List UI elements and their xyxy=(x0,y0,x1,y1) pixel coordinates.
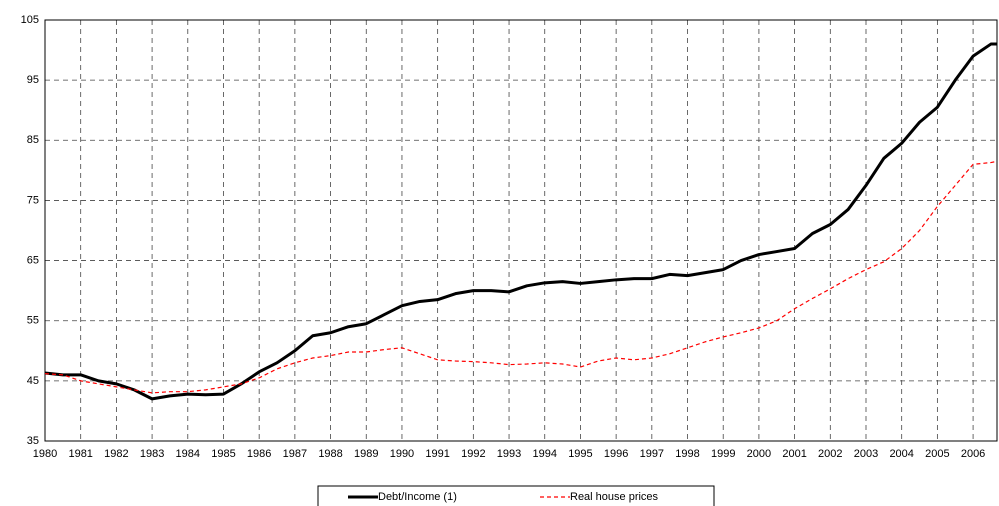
x-tick-label: 2003 xyxy=(854,448,878,460)
x-tick-label: 2001 xyxy=(782,448,806,460)
x-tick-label: 1994 xyxy=(532,448,556,460)
x-tick-label: 1983 xyxy=(140,448,164,460)
x-tick-label: 1999 xyxy=(711,448,735,460)
x-tick-label: 1993 xyxy=(497,448,521,460)
x-tick-label: 1980 xyxy=(33,448,57,460)
x-tick-label: 1982 xyxy=(104,448,128,460)
x-tick-label: 1989 xyxy=(354,448,378,460)
x-tick-label: 2006 xyxy=(961,448,985,460)
y-tick-label: 55 xyxy=(27,315,39,327)
x-tick-label: 1992 xyxy=(461,448,485,460)
legend-label: Debt/Income (1) xyxy=(378,491,457,503)
legend-label: Real house prices xyxy=(570,491,659,503)
x-tick-label: 2002 xyxy=(818,448,842,460)
x-tick-label: 2000 xyxy=(747,448,771,460)
x-tick-label: 1997 xyxy=(640,448,664,460)
x-tick-label: 1985 xyxy=(211,448,235,460)
plot-frame xyxy=(44,19,998,442)
y-tick-label: 105 xyxy=(21,14,39,26)
x-tick-label: 1998 xyxy=(675,448,699,460)
y-tick-label: 75 xyxy=(27,194,39,206)
x-tick-label: 1981 xyxy=(68,448,92,460)
x-tick-label: 1987 xyxy=(283,448,307,460)
x-tick-label: 1986 xyxy=(247,448,271,460)
x-tick-label: 2004 xyxy=(889,448,913,460)
x-tick-label: 1988 xyxy=(318,448,342,460)
y-tick-label: 95 xyxy=(27,74,39,86)
line-series xyxy=(44,42,997,401)
line-series xyxy=(44,160,998,394)
x-tick-label: 1990 xyxy=(390,448,414,460)
y-tick-label: 35 xyxy=(27,435,39,447)
x-tick-label: 2005 xyxy=(925,448,949,460)
x-tick-label: 1995 xyxy=(568,448,592,460)
x-tick-label: 1991 xyxy=(425,448,449,460)
y-tick-label: 65 xyxy=(27,254,39,266)
y-tick-label: 85 xyxy=(27,134,39,146)
x-tick-label: 1984 xyxy=(176,448,200,460)
x-tick-label: 1996 xyxy=(604,448,628,460)
legend-box xyxy=(317,485,715,506)
y-tick-label: 45 xyxy=(27,375,39,387)
